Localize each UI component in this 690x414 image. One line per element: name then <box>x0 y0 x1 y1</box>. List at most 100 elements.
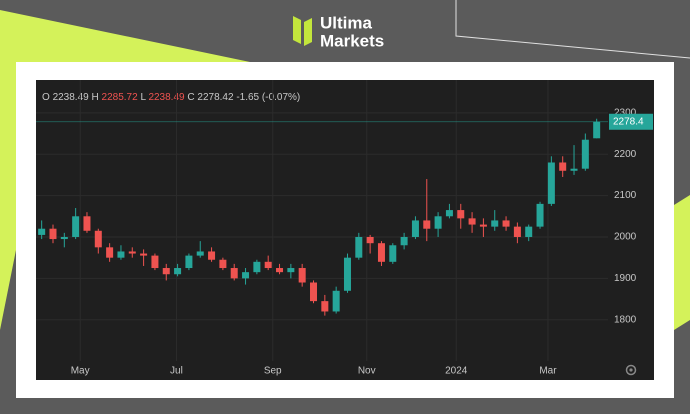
candle-body <box>310 282 318 302</box>
settings-icon[interactable] <box>625 364 637 376</box>
candle-body <box>151 255 159 269</box>
logo-icon <box>293 16 301 44</box>
legend-label: H <box>92 92 99 103</box>
accent-shape <box>0 62 16 330</box>
candle <box>185 253 193 271</box>
candle <box>196 241 204 258</box>
candle <box>366 234 374 254</box>
candle <box>287 263 295 279</box>
accent-shape <box>674 195 690 330</box>
candle <box>343 253 351 293</box>
candle <box>60 232 68 248</box>
y-tick-label: 1900 <box>614 273 637 284</box>
candle-body <box>38 228 46 235</box>
candle-body <box>434 216 442 229</box>
candle-body <box>106 247 114 258</box>
gear[interactable] <box>625 364 637 376</box>
candle-body <box>366 236 374 244</box>
candle <box>242 268 250 285</box>
brand-line1: Ultima <box>320 13 373 32</box>
candle-body <box>162 268 170 275</box>
y-tick-label: 2000 <box>614 232 637 243</box>
candle <box>83 212 91 233</box>
candle-body <box>60 236 68 240</box>
accent-shape <box>0 10 250 62</box>
candle <box>72 208 80 240</box>
candle-body <box>525 226 533 237</box>
candle <box>276 263 284 275</box>
candle-body <box>298 268 306 283</box>
candle <box>264 255 272 271</box>
candle <box>377 241 385 266</box>
legend-value: 2285.72 <box>102 92 139 103</box>
candle-body <box>570 168 578 171</box>
candle-body <box>185 255 193 269</box>
x-tick-label: Mar <box>539 366 557 377</box>
candle-body <box>423 220 431 229</box>
candle-body <box>242 272 250 279</box>
candle <box>445 203 453 219</box>
candle-body <box>264 261 272 269</box>
candle <box>570 145 578 175</box>
ohlc-legend: O 2238.49 H 2285.72 L 2238.49 C 2278.42 … <box>42 92 300 103</box>
candle <box>230 263 238 281</box>
candle <box>423 179 431 242</box>
candle-body <box>128 251 136 254</box>
candle-body <box>287 268 295 273</box>
y-tick-label: 2300 <box>614 107 637 118</box>
candle-body <box>491 220 499 227</box>
y-tick-label: 2100 <box>614 190 637 201</box>
candle-body <box>140 253 148 256</box>
candle-body <box>230 268 238 279</box>
candle-body <box>174 268 182 275</box>
legend-value: 2238.49 <box>53 92 90 103</box>
candle-body <box>445 210 453 217</box>
candle <box>559 156 567 177</box>
candle-body <box>208 251 216 260</box>
candle-body <box>547 162 555 204</box>
candle-body <box>593 121 601 139</box>
candle <box>491 210 499 231</box>
last-price-label: 2278.4 <box>613 116 644 127</box>
candle <box>434 212 442 237</box>
candle-body <box>400 236 408 246</box>
candle <box>128 247 136 258</box>
candle <box>140 249 148 266</box>
candle <box>457 203 465 229</box>
candle <box>525 224 533 242</box>
candle-body <box>276 268 284 273</box>
x-tick-label: 2024 <box>445 366 468 377</box>
candle <box>174 263 182 277</box>
candle <box>581 133 589 171</box>
legend-label: C <box>187 92 194 103</box>
candle <box>411 216 419 240</box>
candle-body <box>581 139 589 169</box>
candle <box>298 263 306 287</box>
brand-line2: Markets <box>320 31 384 50</box>
x-tick-label: Nov <box>358 366 376 377</box>
candle-body <box>457 210 465 219</box>
last-price-box <box>609 113 653 130</box>
candle <box>400 232 408 250</box>
candle <box>208 247 216 262</box>
candle-body <box>468 218 476 225</box>
candle <box>310 280 318 304</box>
candle-body <box>411 220 419 237</box>
candle-body <box>72 216 80 237</box>
candle-body <box>94 230 102 248</box>
candle-body <box>83 216 91 231</box>
candle-body <box>332 290 340 312</box>
candle <box>253 259 261 275</box>
candle-body <box>253 261 261 273</box>
candle <box>355 232 363 260</box>
candle <box>106 243 114 262</box>
candle <box>219 257 227 271</box>
legend-value: 2278.42 <box>197 92 234 103</box>
candle-body <box>536 203 544 227</box>
candle-body <box>502 220 510 227</box>
gear-center[interactable] <box>629 368 633 372</box>
candle-body <box>479 224 487 227</box>
x-tick-label: Sep <box>264 366 282 377</box>
